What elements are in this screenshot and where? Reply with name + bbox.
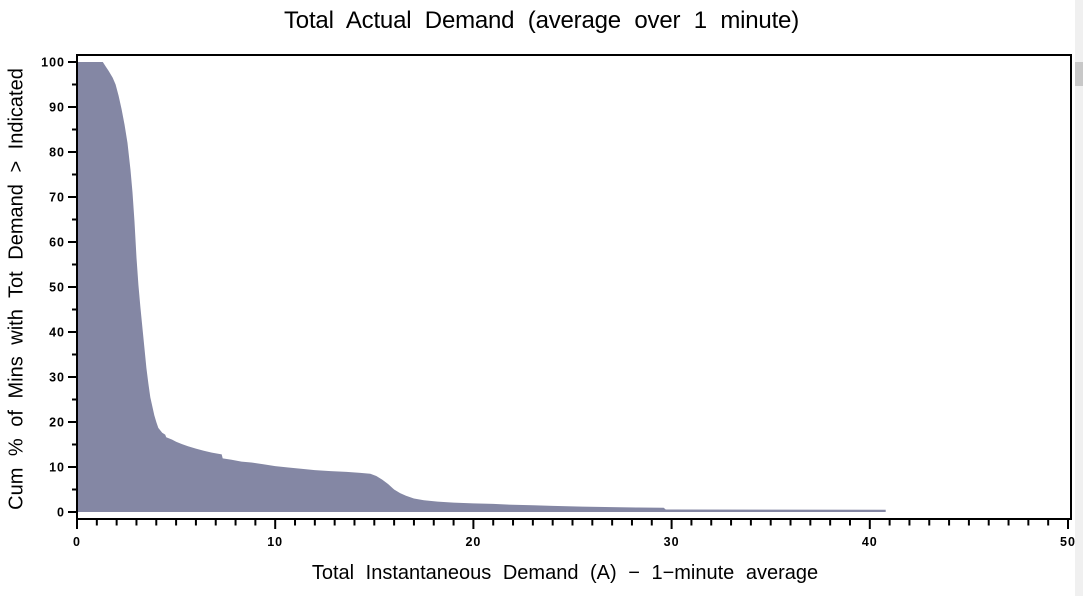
chart-title-text: Total Actual Demand (average over 1 minu… (284, 7, 799, 34)
x-tick-label: 0 (73, 535, 81, 549)
plot-frame (76, 54, 1072, 520)
y-axis-label-text: Cum % of Mins with Tot Demand > Indicate… (5, 68, 28, 510)
y-tick-label: 60 (49, 236, 65, 250)
y-tick-label: 70 (49, 191, 65, 205)
scrollbar-thumb[interactable] (1075, 62, 1083, 86)
x-tick-label: 10 (267, 535, 283, 549)
chart-title: Total Actual Demand (average over 1 minu… (0, 7, 1083, 35)
x-axis-label: Total Instantaneous Demand (A) − 1−minut… (60, 562, 1070, 585)
x-tick-label: 40 (862, 535, 878, 549)
y-tick-label: 30 (49, 371, 65, 385)
y-tick-label: 20 (49, 416, 65, 430)
vertical-scrollbar[interactable] (1075, 0, 1083, 596)
x-tick-label: 20 (465, 535, 481, 549)
y-tick-label: 100 (41, 56, 65, 70)
y-tick-label: 80 (49, 146, 65, 160)
y-tick-label: 10 (49, 461, 65, 475)
y-tick-label: 0 (57, 506, 65, 520)
y-tick-label: 90 (49, 101, 65, 115)
y-tick-label: 40 (49, 326, 65, 340)
area-series (77, 62, 886, 512)
x-tick-label: 30 (664, 535, 680, 549)
y-tick-label: 50 (49, 281, 65, 295)
x-tick-label: 50 (1060, 535, 1076, 549)
x-axis-label-text: Total Instantaneous Demand (A) − 1−minut… (311, 562, 819, 584)
